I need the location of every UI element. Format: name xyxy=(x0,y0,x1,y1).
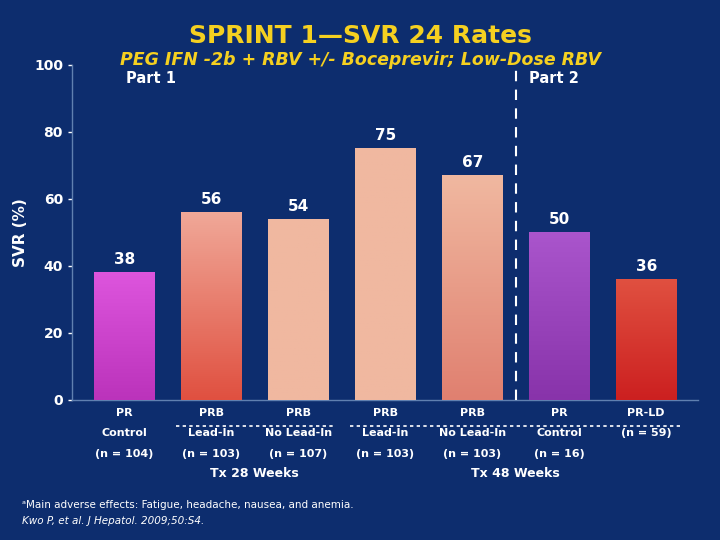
Text: ᵃMain adverse effects: Fatigue, headache, nausea, and anemia.: ᵃMain adverse effects: Fatigue, headache… xyxy=(22,500,354,510)
Text: PRB: PRB xyxy=(459,408,485,418)
Text: 50: 50 xyxy=(549,212,570,227)
Text: (n = 103): (n = 103) xyxy=(356,449,414,459)
Text: (n = 107): (n = 107) xyxy=(269,449,328,459)
Text: PR: PR xyxy=(116,408,132,418)
Text: 38: 38 xyxy=(114,252,135,267)
Text: Kwo P, et al. J Hepatol. 2009;50:S4.: Kwo P, et al. J Hepatol. 2009;50:S4. xyxy=(22,516,204,526)
Text: Control: Control xyxy=(536,428,582,438)
Text: (n = 103): (n = 103) xyxy=(182,449,240,459)
Text: (n = 59): (n = 59) xyxy=(621,428,672,438)
Text: 75: 75 xyxy=(374,129,396,144)
Text: Part 2: Part 2 xyxy=(528,71,579,86)
Text: 56: 56 xyxy=(200,192,222,207)
Text: Part 1: Part 1 xyxy=(126,71,176,86)
Text: PRB: PRB xyxy=(373,408,397,418)
Text: 36: 36 xyxy=(636,259,657,274)
Text: (n = 104): (n = 104) xyxy=(95,449,153,459)
Text: No Lead-In: No Lead-In xyxy=(265,428,332,438)
Text: Tx 48 Weeks: Tx 48 Weeks xyxy=(472,467,560,480)
Y-axis label: SVR (%): SVR (%) xyxy=(14,198,28,267)
Text: 54: 54 xyxy=(287,199,309,214)
Text: (n = 16): (n = 16) xyxy=(534,449,585,459)
Text: Lead-In: Lead-In xyxy=(362,428,408,438)
Text: PRB: PRB xyxy=(286,408,311,418)
Text: PR-LD: PR-LD xyxy=(627,408,665,418)
Text: SPRINT 1—SVR 24 Rates: SPRINT 1—SVR 24 Rates xyxy=(189,24,531,48)
Text: Control: Control xyxy=(102,428,147,438)
Text: PEG IFN -2b + RBV +/- Boceprevir; Low-Dose RBV: PEG IFN -2b + RBV +/- Boceprevir; Low-Do… xyxy=(120,51,600,69)
Text: (n = 103): (n = 103) xyxy=(443,449,501,459)
Text: Tx 28 Weeks: Tx 28 Weeks xyxy=(210,467,299,480)
Text: 67: 67 xyxy=(462,156,483,170)
Text: No Lead-In: No Lead-In xyxy=(438,428,505,438)
Text: PR: PR xyxy=(551,408,567,418)
Text: Lead-In: Lead-In xyxy=(188,428,235,438)
Text: PRB: PRB xyxy=(199,408,224,418)
